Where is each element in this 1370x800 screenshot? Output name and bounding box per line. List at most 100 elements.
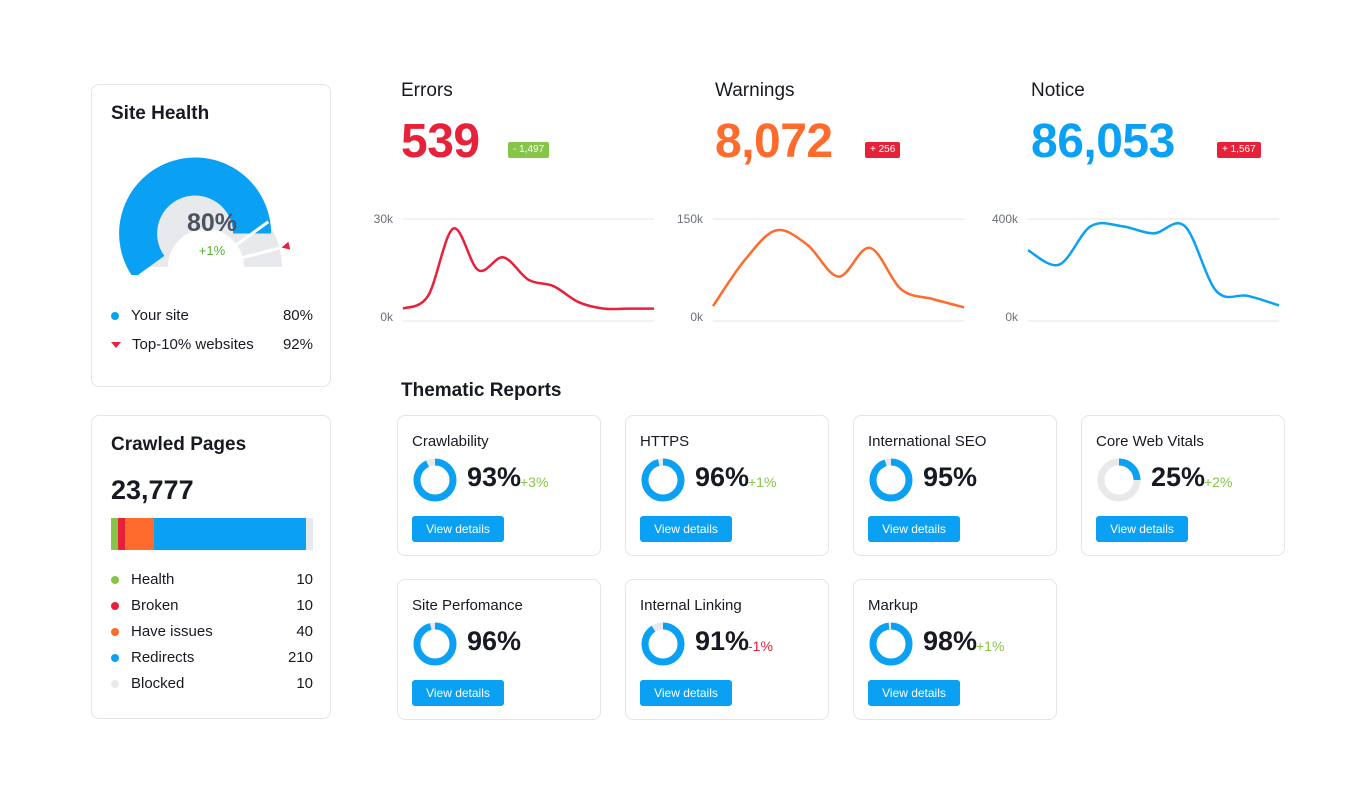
crawl-legend-value: 10 (296, 597, 313, 614)
metric-change-badge: + 1,567 (1217, 142, 1261, 158)
crawl-legend-row: Health 10 (111, 571, 313, 588)
sparkline-series (402, 227, 654, 311)
crawl-bar-segment-broken (118, 518, 126, 550)
site-health-card: Site Health 80% +1% Your site 80% Top-10%… (91, 84, 331, 387)
crawled-pages-total: 23,777 (111, 475, 194, 505)
view-details-button[interactable]: View details (640, 516, 732, 542)
sparkline-series (711, 228, 965, 309)
triangle-marker-icon (111, 341, 121, 348)
donut-fill (869, 622, 913, 666)
legend-label: Your site (131, 307, 189, 324)
report-donut (641, 458, 685, 502)
report-donut (413, 622, 457, 666)
crawl-bar-segment-blocked (305, 518, 313, 550)
report-donut (869, 622, 913, 666)
report-change: +2% (1204, 474, 1233, 490)
report-value: 93% (467, 462, 522, 492)
report-title: Site Perfomance (412, 597, 523, 614)
donut-fill (869, 458, 913, 502)
metric-warnings: Warnings 8,072 + 256 (715, 80, 1005, 180)
metric-value: 8,072 (715, 115, 833, 168)
crawl-legend-row: Redirects 210 (111, 649, 313, 666)
metric-notice: Notice 86,053 + 1,567 (1031, 80, 1321, 180)
view-details-button[interactable]: View details (412, 516, 504, 542)
crawl-legend-value: 10 (296, 675, 313, 692)
sparkline-notice: 400k 0k (992, 212, 1280, 324)
crawled-pages-bar (111, 518, 313, 550)
crawl-legend-label: Broken (131, 597, 179, 614)
crawl-legend-label: Health (131, 571, 175, 588)
crawl-bar-segment-redirects (154, 518, 306, 550)
report-change: -1% (748, 638, 773, 654)
crawled-pages-title: Crawled Pages (111, 434, 247, 455)
report-card-international-seo: International SEO 95% View details (853, 415, 1057, 556)
report-title: HTTPS (640, 433, 690, 450)
metric-label: Notice (1031, 80, 1085, 101)
metric-value: 86,053 (1031, 115, 1175, 168)
crawl-bar-segment-have-issues (125, 518, 155, 550)
crawl-legend-label: Blocked (131, 675, 185, 692)
report-value: 96% (695, 462, 750, 492)
metric-label: Errors (401, 80, 453, 101)
report-value: 25% (1151, 462, 1206, 492)
your-site-dot-icon (111, 311, 119, 320)
legend-value: 92% (282, 336, 313, 353)
metric-label: Warnings (715, 80, 795, 101)
report-change: +3% (520, 474, 549, 490)
gauge-separator (235, 220, 270, 247)
top10-marker-line (240, 246, 280, 260)
y-tick-min: 0k (690, 310, 704, 324)
crawl-legend-value: 40 (296, 623, 313, 640)
report-title: International SEO (868, 433, 987, 450)
view-details-button[interactable]: View details (868, 680, 960, 706)
gauge-fill (119, 157, 272, 275)
crawl-legend-row: Blocked 10 (111, 675, 313, 692)
metric-errors: Errors 539 - 1,497 (401, 80, 691, 180)
y-tick-max: 150k (677, 212, 704, 226)
donut-fill (641, 622, 685, 666)
metric-value: 539 (401, 115, 480, 168)
crawl-legend-value: 210 (287, 649, 313, 666)
thematic-reports-title: Thematic Reports (401, 380, 562, 401)
legend-top10: Top-10% websites 92% (111, 336, 313, 353)
report-value: 95% (923, 462, 978, 492)
view-details-button[interactable]: View details (1096, 516, 1188, 542)
crawl-legend-row: Broken 10 (111, 597, 313, 614)
report-value: 96% (467, 626, 522, 656)
donut-fill (641, 458, 685, 502)
crawl-legend-label: Have issues (131, 623, 213, 640)
report-card-markup: Markup 98% +1% View details (853, 579, 1057, 720)
report-card-internal-linking: Internal Linking 91% -1% View details (625, 579, 829, 720)
report-title: Internal Linking (640, 597, 742, 614)
report-title: Crawlability (412, 433, 489, 450)
crawl-legend-label: Redirects (131, 649, 195, 666)
report-donut (869, 458, 913, 502)
report-donut (641, 622, 685, 666)
crawl-legend-row: Have issues 40 (111, 623, 313, 640)
report-value: 91% (695, 626, 750, 656)
report-card-site-perfomance: Site Perfomance 96% View details (397, 579, 601, 720)
report-donut (413, 458, 457, 502)
legend-dot-icon (111, 653, 119, 662)
view-details-button[interactable]: View details (412, 680, 504, 706)
site-health-gauge: 80%+1% (119, 157, 291, 275)
legend-dot-icon (111, 575, 119, 584)
site-health-title: Site Health (111, 103, 210, 124)
legend-your-site: Your site 80% (111, 307, 313, 324)
legend-value: 80% (282, 307, 313, 324)
site-health-change: +1% (199, 243, 226, 258)
report-card-crawlability: Crawlability 93% +3% View details (397, 415, 601, 556)
donut-fill (1097, 458, 1141, 502)
legend-dot-icon (111, 601, 119, 610)
donut-fill (413, 622, 457, 666)
y-tick-max: 30k (374, 212, 394, 226)
view-details-button[interactable]: View details (640, 680, 732, 706)
crawl-legend-value: 10 (296, 571, 313, 588)
report-change: +1% (976, 638, 1005, 654)
view-details-button[interactable]: View details (868, 516, 960, 542)
sparkline-warnings: 150k 0k (677, 212, 965, 324)
legend-dot-icon (111, 679, 119, 688)
report-card-core-web-vitals: Core Web Vitals 25% +2% View details (1081, 415, 1285, 556)
crawled-pages-card: Crawled Pages 23,777 Health 10 Broken 10 Hav… (91, 415, 331, 719)
report-title: Core Web Vitals (1096, 433, 1204, 450)
